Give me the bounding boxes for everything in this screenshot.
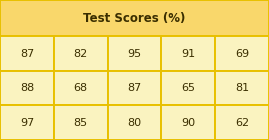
Text: Test Scores (%): Test Scores (%): [83, 12, 186, 25]
Bar: [161, 105, 215, 140]
Text: 81: 81: [235, 83, 249, 93]
Text: 87: 87: [20, 49, 34, 59]
Bar: [215, 36, 269, 71]
Text: 65: 65: [181, 83, 195, 93]
Bar: [108, 105, 161, 140]
Text: 80: 80: [128, 118, 141, 128]
Text: 88: 88: [20, 83, 34, 93]
Text: 85: 85: [74, 118, 88, 128]
Text: 62: 62: [235, 118, 249, 128]
Bar: [215, 105, 269, 140]
Text: 87: 87: [128, 83, 141, 93]
Bar: [54, 36, 108, 71]
Bar: [161, 71, 215, 105]
Bar: [0, 71, 54, 105]
Text: 97: 97: [20, 118, 34, 128]
Bar: [161, 36, 215, 71]
Text: 69: 69: [235, 49, 249, 59]
Bar: [54, 105, 108, 140]
Text: 91: 91: [181, 49, 195, 59]
Bar: [0, 105, 54, 140]
Text: 95: 95: [128, 49, 141, 59]
Text: 82: 82: [74, 49, 88, 59]
Text: 68: 68: [74, 83, 88, 93]
Bar: [0, 0, 269, 36]
Text: 90: 90: [181, 118, 195, 128]
Bar: [0, 36, 54, 71]
Bar: [108, 36, 161, 71]
Bar: [54, 71, 108, 105]
Bar: [215, 71, 269, 105]
Bar: [108, 71, 161, 105]
